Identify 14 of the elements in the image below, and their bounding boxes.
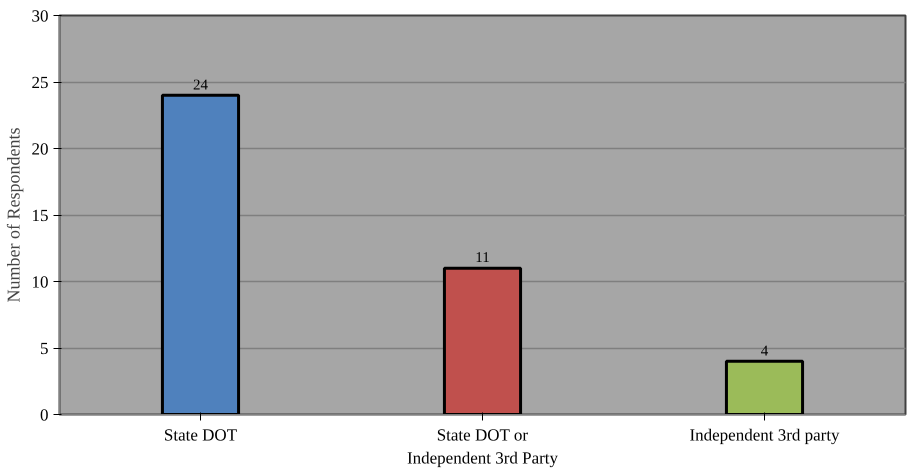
data-label: 4 xyxy=(760,343,769,360)
x-tick-label: State DOT or Independent 3rd Party xyxy=(406,426,559,468)
y-tick-label: 10 xyxy=(32,272,48,292)
data-label: 11 xyxy=(475,250,490,266)
y-tick-label: 0 xyxy=(40,406,48,424)
y-axis-title: Number of Respondents xyxy=(4,128,24,302)
y-tick-label: 20 xyxy=(32,140,48,158)
x-tick-label: Independent 3rd party xyxy=(689,426,840,444)
y-tick-label: 25 xyxy=(32,73,48,92)
y-tick-label: 5 xyxy=(40,339,48,358)
y-tick-label: 30 xyxy=(32,6,48,26)
data-label: 24 xyxy=(193,77,208,94)
x-tick-label: State DOT xyxy=(164,426,238,444)
y-tick-label: 15 xyxy=(32,206,48,225)
